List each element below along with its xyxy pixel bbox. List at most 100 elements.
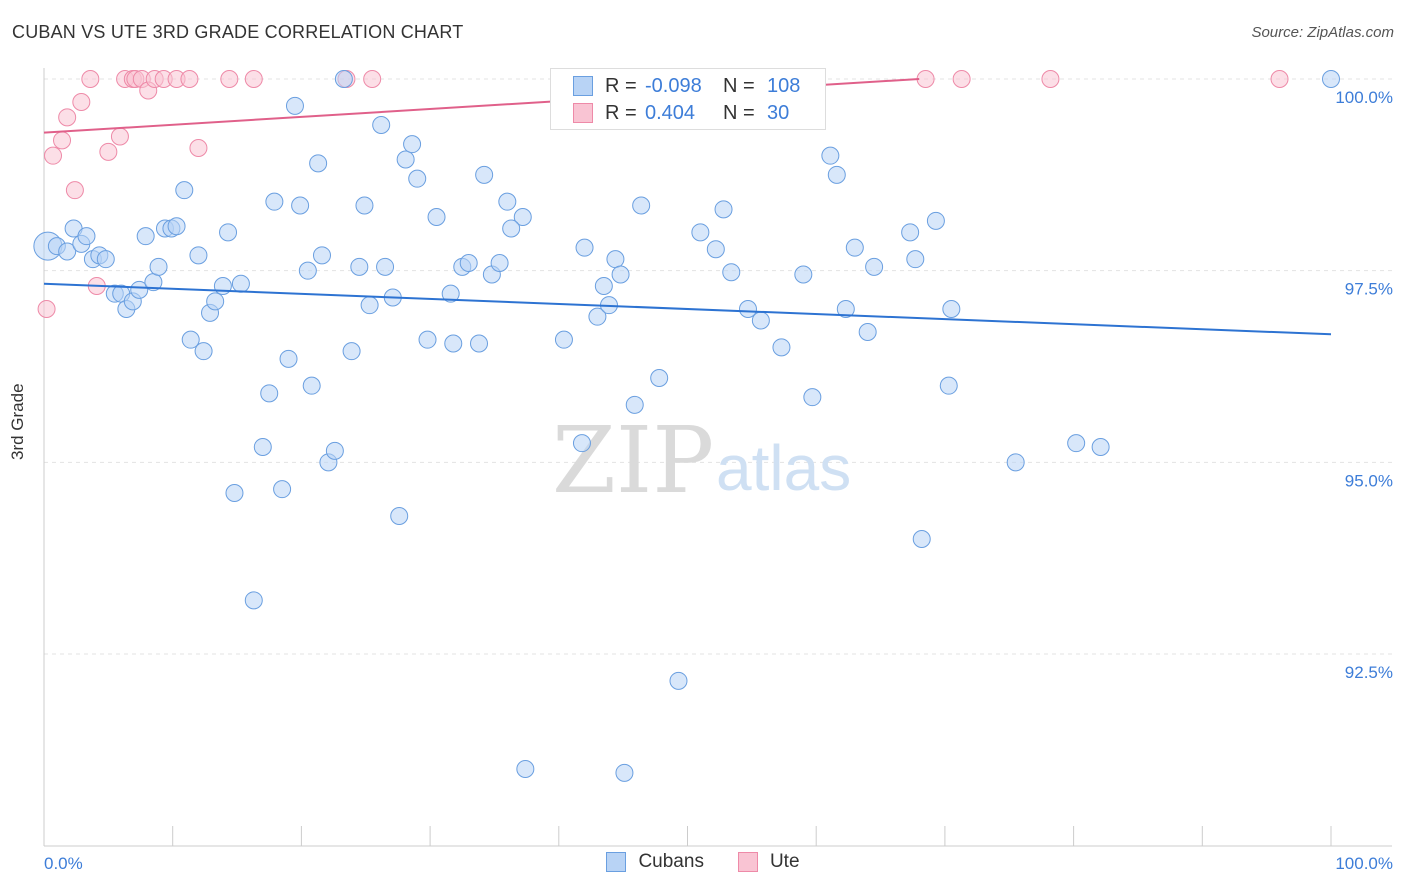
cubans-point xyxy=(360,296,379,315)
cubans-point xyxy=(244,591,263,610)
cubans-legend-swatch xyxy=(606,852,627,872)
n-label: N = xyxy=(723,74,755,97)
cubans-point xyxy=(372,116,391,135)
legend-item-cubans[interactable]: Cubans xyxy=(606,851,704,873)
cubans-point xyxy=(225,484,244,503)
n-value: 108 xyxy=(767,74,801,97)
cubans-point xyxy=(513,208,532,227)
cubans-point xyxy=(827,165,846,184)
legend-label-cubans: Cubans xyxy=(638,851,704,872)
cubans-point xyxy=(470,334,489,353)
cubans-point xyxy=(738,300,757,319)
ute-point xyxy=(44,146,63,165)
cubans-point xyxy=(575,238,594,257)
cubans-point xyxy=(342,342,361,361)
cubans-point xyxy=(475,165,494,184)
cubans-point xyxy=(772,338,791,357)
n-value: 30 xyxy=(767,101,790,124)
cubans-point xyxy=(502,219,521,238)
cubans-point xyxy=(901,223,920,242)
cubans-point xyxy=(1067,434,1086,453)
ute-point xyxy=(58,108,77,127)
stats-row-cubans: R = -0.098 N = 108 xyxy=(573,73,800,99)
ute-point xyxy=(110,127,129,146)
ute-point xyxy=(65,181,84,200)
n-label: N = xyxy=(723,101,755,124)
cubans-point xyxy=(722,263,741,282)
stats-legend: R = -0.098 N = 108 R = 0.404 N = 30 xyxy=(550,68,826,130)
cubans-point xyxy=(836,300,855,319)
tick-labels: 100.0% 97.5% 95.0% 92.5% 0.0% 100.0% xyxy=(44,88,1393,873)
cubans-point xyxy=(751,311,770,330)
cubans-point xyxy=(265,192,284,211)
cubans-point xyxy=(1322,70,1340,88)
cubans-point xyxy=(136,227,155,246)
y-tick-label: 100.0% xyxy=(1335,88,1393,107)
cubans-point xyxy=(691,223,710,242)
gridlines xyxy=(44,78,1392,655)
r-value: 0.404 xyxy=(645,101,696,124)
cubans-point xyxy=(594,277,613,296)
cubans-point xyxy=(1006,453,1025,472)
ute-point xyxy=(53,131,72,150)
cubans-point xyxy=(490,254,509,273)
y-tick-label: 95.0% xyxy=(1345,471,1393,490)
r-label: R = xyxy=(605,101,637,124)
chart-title: CUBAN VS UTE 3RD GRADE CORRELATION CHART xyxy=(12,22,464,42)
cubans-point xyxy=(1091,438,1110,457)
cubans-point xyxy=(441,284,460,303)
cubans-point xyxy=(149,257,168,276)
ute-point xyxy=(99,142,118,161)
cubans-point xyxy=(906,250,925,269)
cubans-point xyxy=(516,760,535,779)
cubans-point xyxy=(376,257,395,276)
cubans-point xyxy=(632,196,651,215)
cubans-point xyxy=(939,376,958,395)
cubans-point xyxy=(942,300,961,319)
cubans-point xyxy=(334,70,353,88)
legend-item-ute[interactable]: Ute xyxy=(737,851,800,873)
ute-point xyxy=(952,70,971,88)
cubans-point xyxy=(390,507,409,526)
cubans-point xyxy=(206,292,225,311)
cubans-point xyxy=(298,261,317,280)
cubans-point xyxy=(865,257,884,276)
cubans-trend-line xyxy=(43,282,1332,336)
ute-point xyxy=(916,70,935,88)
cubans-point xyxy=(260,384,279,403)
legend-label-ute: Ute xyxy=(769,851,800,872)
cubans-point xyxy=(291,196,310,215)
x-tick-label: 0.0% xyxy=(44,854,83,873)
cubans-point xyxy=(498,192,517,211)
x-tick-label: 100.0% xyxy=(1335,854,1393,873)
cubans-point xyxy=(273,480,292,499)
cubans-point xyxy=(714,200,733,219)
cubans-point xyxy=(350,257,369,276)
cubans-point xyxy=(194,342,213,361)
stats-row-ute: R = 0.404 N = 30 xyxy=(573,100,789,126)
cubans-point xyxy=(408,169,427,188)
cubans-point xyxy=(588,307,607,326)
cubans-point xyxy=(285,96,304,115)
cubans-point xyxy=(77,227,96,246)
ute-point xyxy=(1041,70,1060,88)
cubans-point xyxy=(459,254,478,273)
cubans-point xyxy=(554,330,573,349)
ute-point xyxy=(180,70,199,88)
ute-legend-swatch xyxy=(737,852,758,872)
cubans-point xyxy=(858,323,877,342)
ute-point xyxy=(363,70,382,88)
r-label: R = xyxy=(605,74,637,97)
cubans-point xyxy=(572,434,591,453)
cubans-point xyxy=(189,246,208,265)
axes xyxy=(43,68,1392,847)
cubans-point xyxy=(58,242,77,261)
cubans-point xyxy=(219,223,238,242)
cubans-point xyxy=(606,250,625,269)
ute-swatch xyxy=(573,103,593,123)
ute-point xyxy=(220,70,239,88)
cubans-point xyxy=(309,154,328,173)
ute-point xyxy=(244,70,263,88)
watermark-atlas: atlas xyxy=(716,432,851,504)
